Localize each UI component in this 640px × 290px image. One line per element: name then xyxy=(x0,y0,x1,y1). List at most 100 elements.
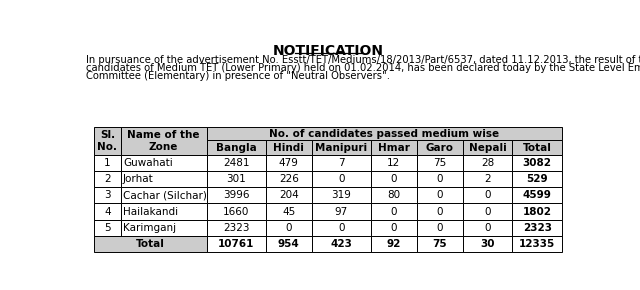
Bar xyxy=(513,155,562,171)
Text: 954: 954 xyxy=(278,239,300,249)
Text: Hmar: Hmar xyxy=(378,143,410,153)
Bar xyxy=(94,187,121,203)
Text: 301: 301 xyxy=(227,174,246,184)
Text: 97: 97 xyxy=(335,206,348,217)
Text: 5: 5 xyxy=(104,223,111,233)
Bar xyxy=(513,187,562,203)
Text: Bangla: Bangla xyxy=(216,143,257,153)
Bar xyxy=(371,203,417,220)
Bar xyxy=(94,127,121,155)
Bar xyxy=(121,187,207,203)
Bar xyxy=(312,140,371,155)
Bar xyxy=(207,236,266,252)
Bar xyxy=(371,140,417,155)
Text: NOTIFICATION: NOTIFICATION xyxy=(273,44,383,58)
Bar xyxy=(266,187,312,203)
Text: 3996: 3996 xyxy=(223,190,250,200)
Text: Nepali: Nepali xyxy=(468,143,506,153)
Bar xyxy=(417,171,463,187)
Bar xyxy=(266,155,312,171)
Bar xyxy=(94,236,207,252)
Text: Total: Total xyxy=(136,239,164,249)
Text: 0: 0 xyxy=(390,206,397,217)
Text: 0: 0 xyxy=(338,174,344,184)
Bar xyxy=(207,127,562,140)
Text: 479: 479 xyxy=(279,158,299,168)
Bar xyxy=(94,155,121,171)
Bar xyxy=(371,220,417,236)
Bar xyxy=(121,203,207,220)
Bar xyxy=(312,155,371,171)
Bar xyxy=(121,220,207,236)
Bar xyxy=(463,187,513,203)
Text: Jorhat: Jorhat xyxy=(123,174,154,184)
Bar xyxy=(94,220,121,236)
Bar xyxy=(417,220,463,236)
Text: Garo: Garo xyxy=(426,143,454,153)
Text: Name of the
Zone: Name of the Zone xyxy=(127,130,200,152)
Text: 2: 2 xyxy=(104,174,111,184)
Text: Karimganj: Karimganj xyxy=(123,223,176,233)
Bar xyxy=(121,127,207,155)
Text: 2323: 2323 xyxy=(523,223,552,233)
Text: Manipuri: Manipuri xyxy=(316,143,367,153)
Text: 92: 92 xyxy=(387,239,401,249)
Bar xyxy=(312,187,371,203)
Bar xyxy=(207,155,266,171)
Text: 30: 30 xyxy=(480,239,495,249)
Bar xyxy=(463,203,513,220)
Bar xyxy=(371,236,417,252)
Text: 10761: 10761 xyxy=(218,239,255,249)
Bar xyxy=(513,171,562,187)
Bar xyxy=(312,171,371,187)
Text: Total: Total xyxy=(523,143,552,153)
Text: 204: 204 xyxy=(279,190,299,200)
Text: 75: 75 xyxy=(433,158,446,168)
Text: 2481: 2481 xyxy=(223,158,250,168)
Bar xyxy=(207,140,266,155)
Text: 75: 75 xyxy=(433,239,447,249)
Text: Cachar (Silchar): Cachar (Silchar) xyxy=(123,190,207,200)
Text: 0: 0 xyxy=(436,190,443,200)
Text: Hindi: Hindi xyxy=(273,143,304,153)
Bar xyxy=(371,155,417,171)
Text: 0: 0 xyxy=(390,223,397,233)
Text: 0: 0 xyxy=(484,206,491,217)
Text: Hailakandi: Hailakandi xyxy=(123,206,178,217)
Text: 1: 1 xyxy=(104,158,111,168)
Text: 0: 0 xyxy=(436,174,443,184)
Text: In pursuance of the advertisement No. Esstt/TET/Mediums/18/2013/Part/6537, dated: In pursuance of the advertisement No. Es… xyxy=(86,55,640,65)
Bar xyxy=(463,220,513,236)
Text: 529: 529 xyxy=(526,174,548,184)
Bar xyxy=(266,140,312,155)
Text: Guwahati: Guwahati xyxy=(123,158,173,168)
Text: 4599: 4599 xyxy=(523,190,552,200)
Bar xyxy=(207,187,266,203)
Text: 0: 0 xyxy=(484,223,491,233)
Bar xyxy=(463,140,513,155)
Bar xyxy=(463,236,513,252)
Text: 0: 0 xyxy=(285,223,292,233)
Text: 7: 7 xyxy=(338,158,345,168)
Text: 1802: 1802 xyxy=(523,206,552,217)
Text: 3: 3 xyxy=(104,190,111,200)
Text: candidates of Medium TET (Lower Primary) held on 01.02.2014, has been declared t: candidates of Medium TET (Lower Primary)… xyxy=(86,63,640,73)
Text: 1660: 1660 xyxy=(223,206,250,217)
Bar xyxy=(513,220,562,236)
Text: Sl.
No.: Sl. No. xyxy=(97,130,117,152)
Bar xyxy=(266,203,312,220)
Bar xyxy=(371,187,417,203)
Bar xyxy=(513,140,562,155)
Text: 226: 226 xyxy=(279,174,299,184)
Text: 423: 423 xyxy=(330,239,352,249)
Text: 3082: 3082 xyxy=(523,158,552,168)
Text: 319: 319 xyxy=(332,190,351,200)
Text: Committee (Elementary) in presence of "Neutral Observers".: Committee (Elementary) in presence of "N… xyxy=(86,71,390,81)
Text: 80: 80 xyxy=(387,190,401,200)
Text: 45: 45 xyxy=(282,206,296,217)
Bar xyxy=(94,203,121,220)
Bar xyxy=(463,171,513,187)
Bar xyxy=(513,203,562,220)
Bar xyxy=(266,220,312,236)
Bar xyxy=(417,187,463,203)
